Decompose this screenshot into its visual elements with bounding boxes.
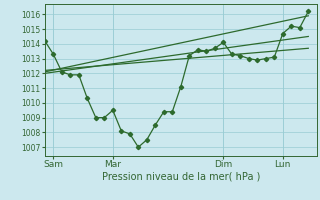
X-axis label: Pression niveau de la mer( hPa ): Pression niveau de la mer( hPa ) bbox=[102, 172, 260, 182]
